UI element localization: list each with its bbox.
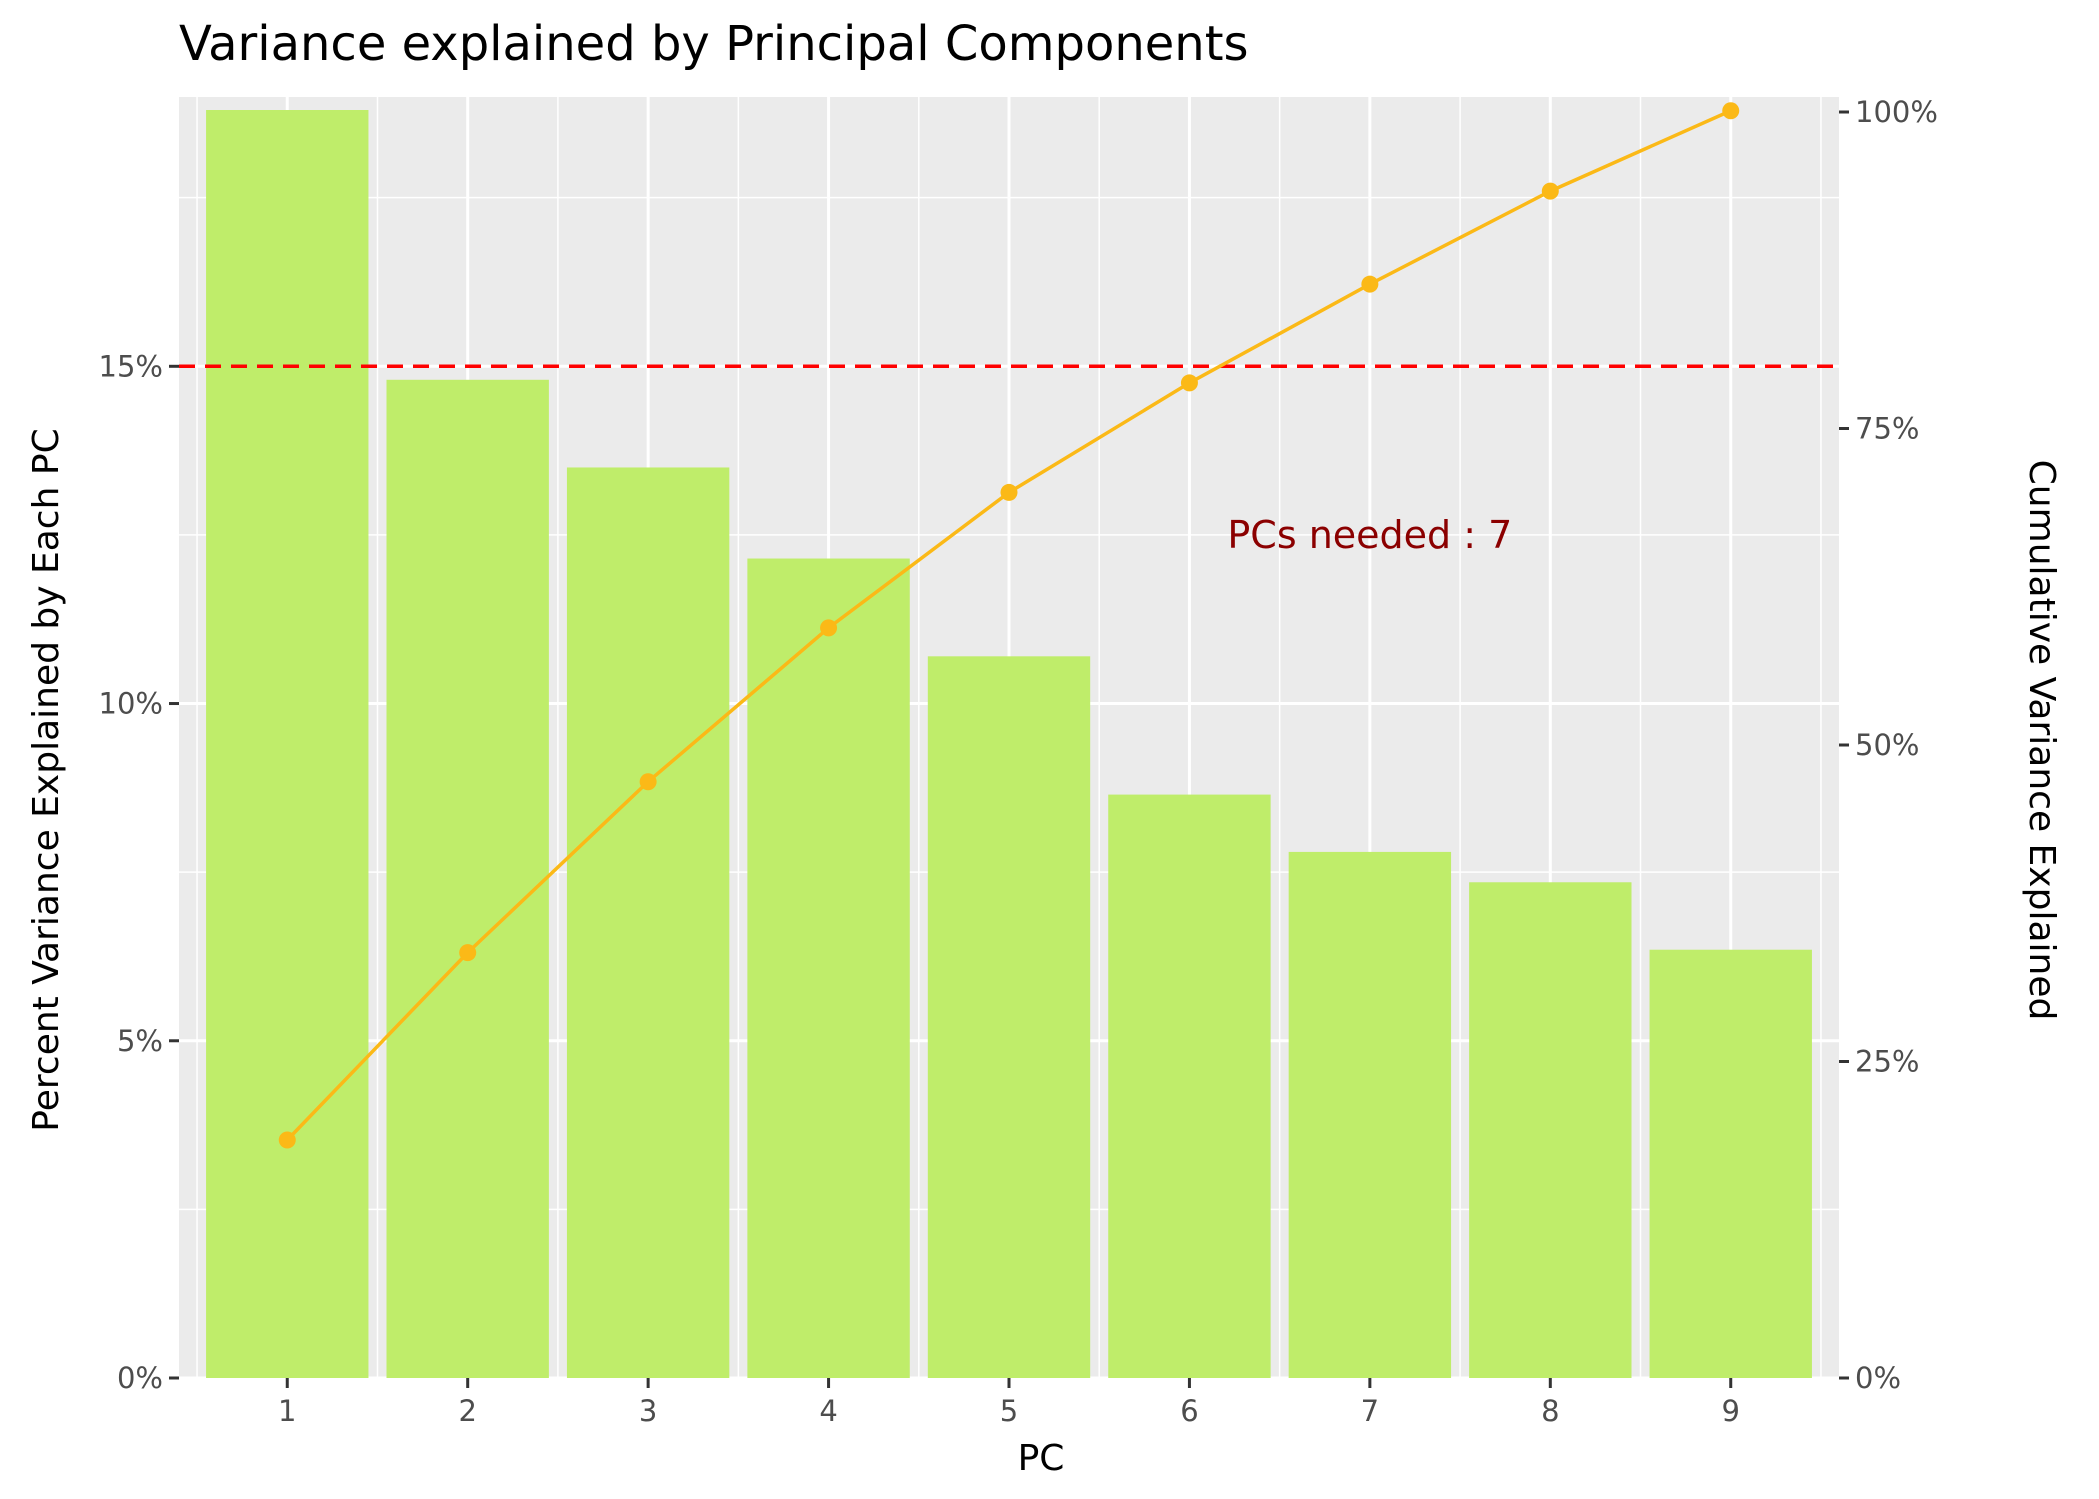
y2-tick-label: 0% (1855, 1361, 1901, 1395)
x-tick-label: 6 (1180, 1394, 1198, 1428)
x-tick-label: 4 (819, 1394, 837, 1428)
axes: 0% 5% 10% 15% 0% 25% 50% 75% 100% 1 2 3 4 5 6 7 8 9 (99, 95, 1938, 1428)
bar-pc-9 (1649, 949, 1812, 1378)
cumulative-point-pc-3 (639, 773, 657, 791)
pcs-needed-annotation: PCs needed : 7 (1227, 513, 1512, 557)
y-tick-label: 0% (117, 1361, 163, 1395)
cumulative-point-pc-9 (1722, 102, 1740, 120)
bar-pc-5 (927, 656, 1091, 1378)
cumulative-point-pc-4 (820, 619, 838, 637)
bar-series (206, 110, 1812, 1378)
cumulative-point-pc-2 (459, 944, 477, 962)
cumulative-line-series (278, 102, 1740, 1149)
cumulative-point-pc-1 (278, 1131, 296, 1149)
x-tick-label: 8 (1541, 1394, 1559, 1428)
y2-tick-label: 25% (1855, 1045, 1919, 1079)
x-tick-label: 3 (639, 1394, 657, 1428)
y-axis-title: Percent Variance Explained by Each PC (26, 428, 67, 1131)
x-tick-label: 2 (458, 1394, 476, 1428)
x-tick-label: 1 (278, 1394, 296, 1428)
bar-pc-8 (1469, 882, 1632, 1378)
cumulative-point-pc-6 (1180, 374, 1198, 392)
bar-pc-2 (386, 379, 549, 1378)
bar-pc-7 (1288, 851, 1452, 1378)
y-tick-label: 15% (99, 349, 163, 383)
bar-pc-3 (566, 467, 730, 1378)
bar-pc-1 (206, 110, 369, 1378)
y2-axis-title: Cumulative Variance Explained (2021, 460, 2062, 1021)
cumulative-point-pc-7 (1361, 275, 1379, 293)
bar-pc-4 (747, 558, 910, 1378)
cumulative-point-pc-5 (1000, 483, 1018, 501)
x-tick-label: 9 (1722, 1394, 1740, 1428)
bar-pc-6 (1108, 794, 1271, 1378)
x-axis-title: PC (1018, 1438, 1065, 1479)
x-tick-label: 5 (1000, 1394, 1018, 1428)
y2-tick-label: 100% (1855, 95, 1938, 129)
y2-tick-label: 50% (1855, 728, 1919, 762)
cumulative-point-pc-8 (1541, 182, 1559, 200)
x-tick-label: 7 (1361, 1394, 1379, 1428)
y-tick-label: 10% (99, 687, 163, 721)
chart-title: Variance explained by Principal Componen… (179, 16, 1249, 72)
y2-tick-label: 75% (1855, 412, 1919, 446)
y-tick-label: 5% (117, 1024, 163, 1058)
